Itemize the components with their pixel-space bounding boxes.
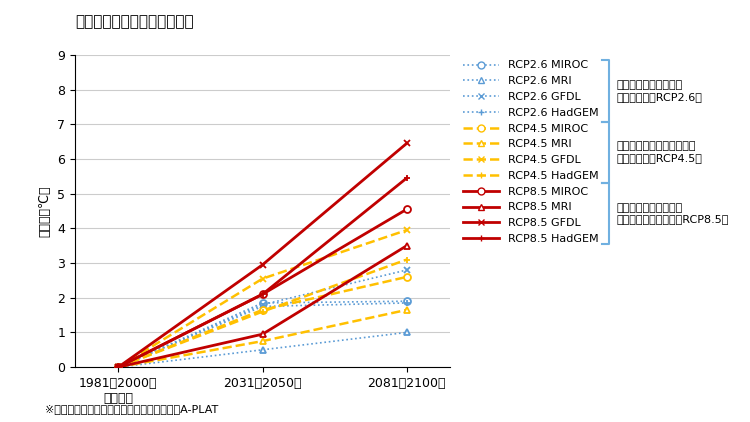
RCP4.5 HadGEM (402, 257, 411, 262)
RCP2.6 GFDL (402, 268, 411, 273)
RCP8.5 HadGEM (402, 176, 411, 181)
RCP8.5 MIROC (114, 365, 123, 370)
Line: RCP8.5 HadGEM: RCP8.5 HadGEM (115, 175, 410, 371)
RCP4.5 MIROC (402, 274, 411, 279)
RCP8.5 HadGEM (258, 292, 267, 297)
RCP8.5 GFDL (114, 365, 123, 370)
RCP2.6 MRI (114, 365, 123, 370)
Text: 神奈川県　将来の年平均気温: 神奈川県 将来の年平均気温 (75, 14, 194, 30)
RCP4.5 MRI (114, 365, 123, 370)
RCP8.5 MRI (402, 243, 411, 248)
RCP8.5 MRI (114, 365, 123, 370)
RCP4.5 GFDL (402, 227, 411, 233)
RCP4.5 GFDL (258, 276, 267, 281)
Line: RCP8.5 MIROC: RCP8.5 MIROC (115, 206, 410, 371)
Line: RCP2.6 MRI: RCP2.6 MRI (115, 329, 410, 371)
Text: ※出典　気候変動適応情報プラットフォームA-PLAT: ※出典 気候変動適応情報プラットフォームA-PLAT (45, 403, 218, 414)
RCP2.6 MRI (402, 330, 411, 335)
RCP2.6 MIROC (258, 300, 267, 306)
Y-axis label: 変化量（℃）: 変化量（℃） (39, 185, 52, 237)
RCP4.5 HadGEM (258, 309, 267, 314)
Line: RCP2.6 MIROC: RCP2.6 MIROC (115, 298, 410, 371)
Text: 厳しい気候変動対策を
取った場合（RCP2.6）: 厳しい気候変動対策を 取った場合（RCP2.6） (616, 80, 703, 102)
Line: RCP8.5 GFDL: RCP8.5 GFDL (115, 140, 410, 371)
RCP4.5 MRI (402, 307, 411, 312)
Line: RCP2.6 HadGEM: RCP2.6 HadGEM (115, 300, 410, 371)
Line: RCP4.5 HadGEM: RCP4.5 HadGEM (115, 256, 410, 371)
RCP8.5 GFDL (258, 262, 267, 267)
Line: RCP4.5 GFDL: RCP4.5 GFDL (115, 227, 410, 371)
RCP4.5 GFDL (114, 365, 123, 370)
Line: RCP4.5 MRI: RCP4.5 MRI (115, 306, 410, 371)
RCP2.6 MIROC (114, 365, 123, 370)
RCP8.5 MIROC (402, 207, 411, 212)
RCP4.5 MRI (258, 338, 267, 344)
RCP2.6 HadGEM (114, 365, 123, 370)
RCP4.5 MIROC (114, 365, 123, 370)
RCP8.5 MRI (258, 332, 267, 337)
RCP2.6 MIROC (402, 299, 411, 304)
Text: 一定程度の気候変動対策を
取った場合（RCP4.5）: 一定程度の気候変動対策を 取った場合（RCP4.5） (616, 141, 703, 163)
Line: RCP2.6 GFDL: RCP2.6 GFDL (115, 267, 410, 371)
RCP4.5 MIROC (258, 307, 267, 312)
RCP2.6 MRI (258, 347, 267, 352)
Line: RCP4.5 MIROC: RCP4.5 MIROC (115, 273, 410, 371)
RCP2.6 HadGEM (402, 300, 411, 306)
Legend: RCP2.6 MIROC, RCP2.6 MRI, RCP2.6 GFDL, RCP2.6 HadGEM, RCP4.5 MIROC, RCP4.5 MRI, : RCP2.6 MIROC, RCP2.6 MRI, RCP2.6 GFDL, R… (463, 60, 598, 244)
RCP2.6 GFDL (258, 302, 267, 307)
Line: RCP8.5 MRI: RCP8.5 MRI (115, 242, 410, 371)
RCP2.6 HadGEM (258, 304, 267, 309)
RCP8.5 GFDL (402, 141, 411, 146)
RCP4.5 HadGEM (114, 365, 123, 370)
RCP8.5 HadGEM (114, 365, 123, 370)
RCP8.5 MIROC (258, 292, 267, 297)
RCP2.6 GFDL (114, 365, 123, 370)
Text: 有効な気候変動対策が
取られなかった場合（RCP8.5）: 有効な気候変動対策が 取られなかった場合（RCP8.5） (616, 203, 729, 224)
